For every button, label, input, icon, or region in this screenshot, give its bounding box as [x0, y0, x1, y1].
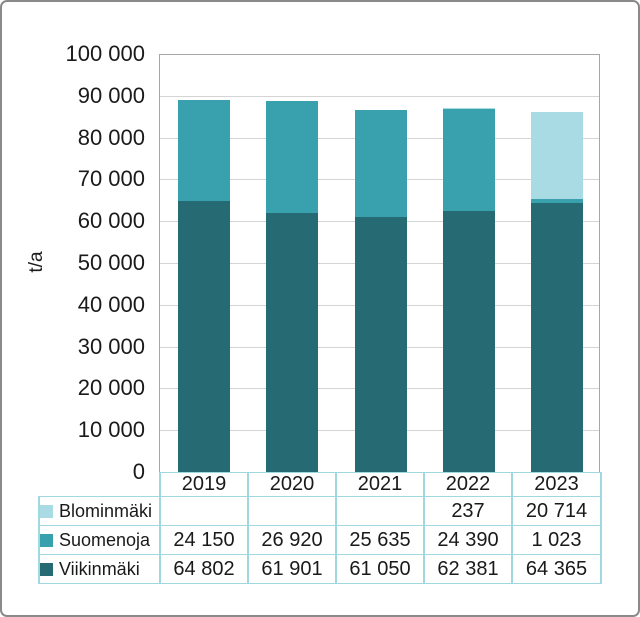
y-tick-label: 10 000: [77, 417, 145, 443]
gridline: [160, 95, 599, 97]
y-tick-label: 100 000: [65, 41, 145, 66]
year-header-cell: 2021: [335, 472, 425, 497]
legend-swatch-Blominmäki: [41, 504, 53, 518]
legend-swatch-Viikinmäki: [41, 562, 53, 576]
y-tick-label: 0: [132, 459, 145, 484]
bar-segment-Blominmäki-2023: [530, 112, 583, 199]
bar-segment-Viikinmäki-2019: [178, 201, 231, 472]
legend-cell: Blominmäki: [38, 496, 161, 526]
value-cell: 64 802: [159, 554, 249, 584]
year-header-cell: 2022: [423, 472, 513, 497]
legend-swatch-Suomenoja: [41, 533, 53, 547]
year-header-cell: 2020: [247, 472, 337, 497]
value-cell: 20 714: [511, 496, 602, 526]
value-cell: 24 150: [159, 525, 249, 555]
table-row-Viikinmäki: Viikinmäki 64 802 61 901 61 050 62 381 64 365: [38, 554, 602, 584]
value-cell: 25 635: [335, 525, 425, 555]
legend-cell: Viikinmäki: [38, 554, 161, 584]
bar-segment-Suomenoja-2019: [178, 100, 231, 202]
value-cell: [247, 496, 337, 526]
value-cell: 61 050: [335, 554, 425, 584]
y-tick-label: 30 000: [77, 333, 145, 359]
bar-segment-Viikinmäki-2023: [530, 203, 583, 472]
bar-segment-Viikinmäki-2022: [442, 211, 495, 472]
year-header-cell: 2023: [511, 472, 602, 497]
value-cell: 61 901: [247, 554, 337, 584]
value-cell: 24 390: [423, 525, 513, 555]
data-table: 2019 2020 2021 2022 2023 Blominmäki 237 20 714 S…: [38, 472, 602, 584]
table-row-Suomenoja: Suomenoja 24 150 26 920 25 635 24 390 1 023: [38, 525, 602, 555]
value-cell: 64 365: [511, 554, 602, 584]
y-tick-label: 40 000: [77, 291, 145, 317]
y-tick-label: 60 000: [77, 208, 145, 234]
y-tick-label: 50 000: [77, 250, 145, 275]
legend-label: Suomenoja: [59, 529, 151, 550]
y-tick-label: 90 000: [77, 82, 145, 108]
value-cell: 26 920: [247, 525, 337, 555]
value-cell: 62 381: [423, 554, 513, 584]
bar-segment-Suomenoja-2021: [354, 109, 407, 217]
bar-segment-Blominmäki-2022: [442, 108, 495, 110]
y-tick-label: 20 000: [77, 375, 145, 401]
bar-segment-Suomenoja-2020: [266, 100, 319, 214]
year-header-cell: 2019: [159, 472, 249, 497]
bar-segment-Suomenoja-2023: [530, 198, 583, 203]
y-tick-label: 80 000: [77, 124, 145, 150]
plot-area: [159, 54, 600, 472]
bar-segment-Suomenoja-2022: [442, 109, 495, 212]
table-row-Blominmäki: Blominmäki 237 20 714: [38, 496, 602, 526]
bar-segment-Viikinmäki-2020: [266, 213, 319, 472]
value-cell: 237: [423, 496, 513, 526]
y-tick-label: 70 000: [77, 166, 145, 192]
value-cell: 1 023: [511, 525, 602, 555]
legend-label: Viikinmäki: [59, 558, 140, 579]
value-cell: [335, 496, 425, 526]
legend-cell: Suomenoja: [38, 525, 161, 555]
bar-segment-Viikinmäki-2021: [354, 216, 407, 472]
value-cell: [159, 496, 249, 526]
legend-label: Blominmäki: [59, 500, 153, 521]
table-corner-blank: [39, 473, 160, 497]
